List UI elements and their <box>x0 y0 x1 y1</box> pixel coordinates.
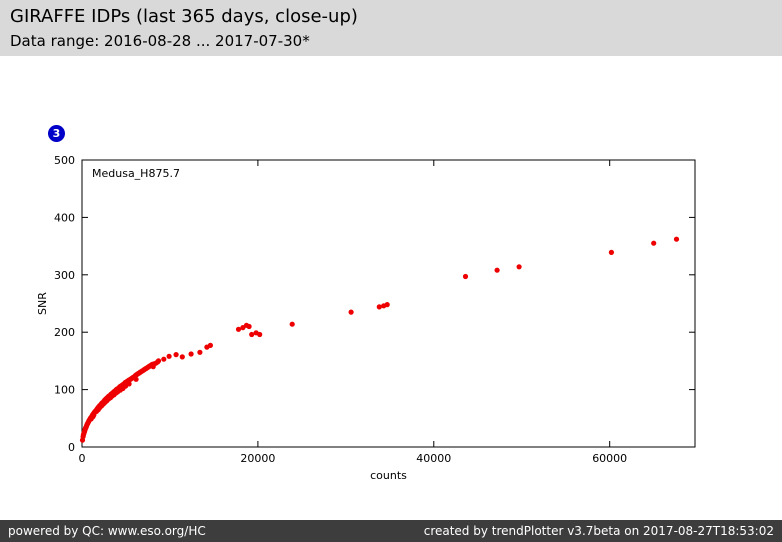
data-point <box>494 267 500 273</box>
x-axis-label: counts <box>370 469 407 482</box>
count-badge[interactable]: 3 <box>48 125 65 142</box>
y-tick-label: 300 <box>54 269 75 282</box>
data-range-subtitle: Data range: 2016-08-28 ... 2017-07-30* <box>10 32 310 50</box>
data-point <box>289 321 295 327</box>
data-point <box>462 273 469 280</box>
header: GIRAFFE IDPs (last 365 days, close-up) D… <box>0 0 782 56</box>
chart-area: 3 0 20000 40000 60000 0 100 200 300 400 500 counts… <box>0 56 782 520</box>
snr-vs-counts-scatter-chart: 0 20000 40000 60000 0 100 200 300 400 500 counts SN… <box>36 154 696 482</box>
data-point <box>155 358 162 364</box>
data-point <box>376 304 382 310</box>
y-tick-label: 100 <box>54 384 75 397</box>
y-tick-label: 500 <box>54 154 75 167</box>
data-point <box>179 354 185 360</box>
series-label: Medusa_H875.7 <box>92 167 180 180</box>
data-point <box>235 326 242 332</box>
y-tick-label: 0 <box>68 441 75 454</box>
data-point <box>608 249 615 255</box>
x-tick-label: 40000 <box>416 452 451 465</box>
footer-qc-link[interactable]: powered by QC: www.eso.org/HC <box>8 524 206 538</box>
data-point <box>257 331 263 338</box>
data-point <box>348 309 354 315</box>
x-tick-label: 0 <box>79 452 86 465</box>
x-tick-label: 20000 <box>240 452 275 465</box>
data-point <box>207 342 213 348</box>
data-point <box>246 323 252 330</box>
data-point <box>651 240 657 246</box>
data-point <box>516 264 522 270</box>
footer-statusbar: powered by QC: www.eso.org/HC created by… <box>0 520 782 542</box>
data-point <box>173 352 179 358</box>
y-axis-label: SNR <box>36 292 49 315</box>
footer-credit: created by trendPlotter v3.7beta on 2017… <box>423 524 774 538</box>
data-point <box>249 331 255 338</box>
data-point <box>673 236 680 242</box>
y-tick-label: 400 <box>54 211 75 224</box>
data-point <box>188 351 194 357</box>
data-point <box>133 376 139 382</box>
data-point <box>166 353 172 359</box>
page-title: GIRAFFE IDPs (last 365 days, close-up) <box>10 6 358 27</box>
y-tick-label: 200 <box>54 326 75 339</box>
data-point <box>197 349 203 355</box>
data-point <box>126 381 132 387</box>
x-tick-label: 60000 <box>592 452 627 465</box>
data-point <box>384 302 390 308</box>
data-point <box>161 356 167 362</box>
